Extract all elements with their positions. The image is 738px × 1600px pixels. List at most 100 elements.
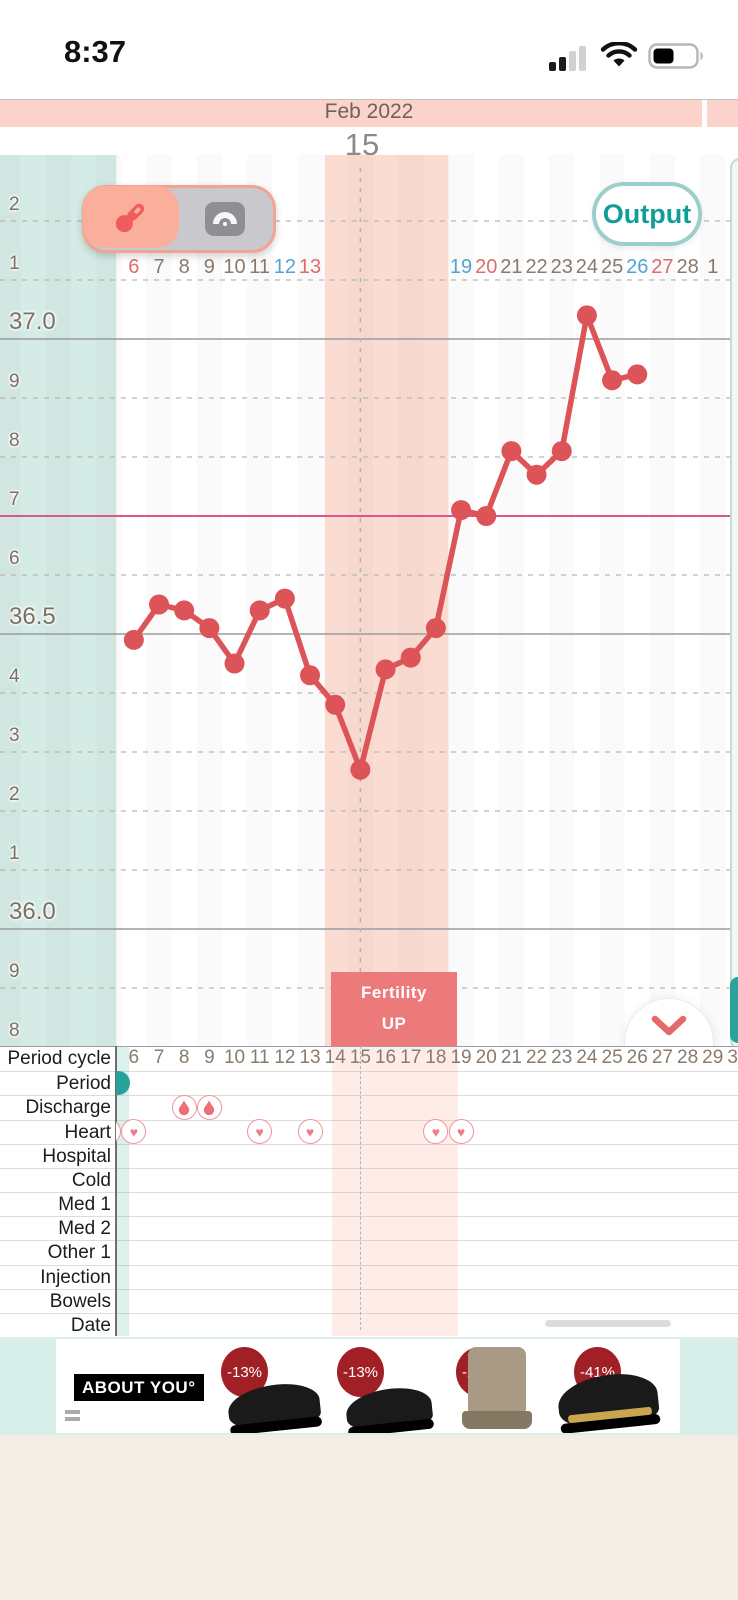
- table-row-med-2: Med 2: [0, 1216, 738, 1242]
- date-day-12[interactable]: 12: [273, 256, 296, 278]
- output-button-label: Output: [602, 198, 692, 229]
- cycle-day-26: 26: [626, 1047, 648, 1068]
- row-label: Heart: [64, 1121, 111, 1143]
- cycle-day-6: 6: [128, 1047, 140, 1068]
- y-axis-label-8: 8: [9, 430, 20, 451]
- table-period-band: [116, 1046, 129, 1336]
- heart-icon: ♥: [297, 1119, 323, 1144]
- status-time: 8:37: [63, 34, 127, 69]
- cycle-day-21: 21: [500, 1047, 522, 1068]
- table-label-divider: [115, 1046, 117, 1336]
- toggle-option-temperature[interactable]: [83, 186, 179, 248]
- date-day-7[interactable]: 7: [146, 256, 172, 279]
- table-row-bowels: Bowels: [0, 1288, 738, 1314]
- date-day-24[interactable]: 24: [575, 256, 599, 278]
- fertility-line2: UP: [381, 1014, 407, 1033]
- droplet-icon: [204, 1100, 215, 1115]
- cycle-day-10: 10: [223, 1047, 246, 1068]
- date-scrollbar[interactable]: [545, 1319, 671, 1327]
- y-axis-label-37.0: 37.0: [9, 308, 56, 335]
- heart-icon: ♥: [121, 1119, 147, 1144]
- date-day-11[interactable]: 11: [247, 256, 273, 279]
- cycle-day-7: 7: [153, 1047, 165, 1068]
- ad-menu-icon: [65, 1417, 80, 1421]
- row-label: Other 1: [47, 1242, 111, 1264]
- heart-icon: ♥: [423, 1119, 449, 1144]
- cycle-day-28: 28: [677, 1047, 699, 1068]
- y-axis-label-9: 9: [9, 961, 20, 982]
- date-day-25[interactable]: 25: [599, 256, 625, 279]
- bbt-chart: [0, 155, 738, 1047]
- y-axis-label-1: 1: [9, 253, 20, 274]
- weight-scale-icon[interactable]: [203, 200, 247, 238]
- y-axis-label-7: 7: [9, 489, 20, 510]
- table-row-period-cycle: Period cycle: [0, 1047, 738, 1072]
- output-button[interactable]: Output: [592, 182, 702, 246]
- period-bar-end: [116, 1070, 130, 1095]
- temperature-weight-toggle[interactable]: [82, 185, 276, 253]
- row-label: Med 1: [58, 1194, 111, 1215]
- row-label: Med 2: [58, 1218, 111, 1240]
- y-axis-label-9: 9: [9, 371, 20, 392]
- side-teal-button[interactable]: [730, 977, 738, 1043]
- chevron-down-icon: [651, 1015, 687, 1036]
- wifi-icon: [600, 42, 638, 67]
- cycle-day-11: 11: [249, 1047, 270, 1068]
- y-axis-label-6: 6: [9, 548, 20, 569]
- droplet-icon: [196, 1094, 222, 1120]
- row-label: Date: [70, 1314, 111, 1336]
- date-day-23[interactable]: 23: [549, 256, 575, 279]
- date-day-1[interactable]: 1: [700, 256, 726, 279]
- row-label: Bowels: [49, 1290, 111, 1312]
- next-cycle-page-edge[interactable]: [730, 158, 738, 1050]
- table-fertile-band: [332, 1046, 458, 1336]
- y-axis-label-36.0: 36.0: [9, 898, 56, 925]
- date-day-9[interactable]: 9: [196, 256, 222, 279]
- cellular-signal-icon: [549, 46, 586, 71]
- cycle-day-22: 22: [525, 1047, 548, 1068]
- row-label: Hospital: [42, 1145, 111, 1167]
- row-label: Period: [56, 1073, 111, 1095]
- ad-brand-logo: ABOUT YOU°: [74, 1374, 204, 1401]
- date-day-13[interactable]: 13: [297, 256, 323, 279]
- y-axis-label-8: 8: [9, 1020, 20, 1041]
- table-cursor-line: [360, 1046, 362, 1330]
- droplet-icon: [171, 1094, 197, 1120]
- cycle-day-9: 9: [204, 1047, 215, 1068]
- date-day-19[interactable]: 19: [448, 256, 474, 279]
- row-label: Period cycle: [7, 1048, 112, 1069]
- heart-icon: ♥: [448, 1119, 474, 1144]
- month-page-gap: [702, 100, 707, 127]
- cycle-day-14: 14: [324, 1047, 346, 1068]
- product-taupe-boot: [468, 1347, 526, 1413]
- y-axis-label-2: 2: [9, 784, 20, 805]
- cycle-day-13: 13: [299, 1047, 321, 1068]
- cycle-day-30: 30: [727, 1047, 738, 1068]
- month-title: Feb 2022: [324, 100, 414, 123]
- cycle-day-12: 12: [274, 1047, 296, 1068]
- ad-banner[interactable]: ABOUT YOU° -13%-13%-25%-41%: [56, 1339, 680, 1433]
- y-axis-label-36.5: 36.5: [9, 603, 56, 630]
- y-axis-label-4: 4: [9, 666, 20, 687]
- table-row-other-1: Other 1: [0, 1240, 738, 1266]
- date-day-28[interactable]: 28: [676, 256, 699, 278]
- date-day-10[interactable]: 10: [223, 256, 246, 278]
- table-row-injection: Injection: [0, 1264, 738, 1290]
- cycle-day-20: 20: [475, 1047, 497, 1068]
- date-day-27[interactable]: 27: [649, 256, 675, 279]
- date-day-20[interactable]: 20: [475, 256, 498, 278]
- date-day-8[interactable]: 8: [178, 256, 190, 278]
- fertility-line1: Fertility: [361, 983, 427, 1002]
- month-header-bar: [0, 99, 738, 128]
- droplet-icon: [178, 1100, 190, 1115]
- cycle-day-27: 27: [651, 1047, 673, 1068]
- date-day-21[interactable]: 21: [498, 256, 524, 279]
- table-row-discharge: Discharge: [0, 1095, 738, 1121]
- date-day-6[interactable]: 6: [128, 256, 140, 278]
- date-day-22[interactable]: 22: [525, 256, 548, 278]
- cycle-day-17: 17: [400, 1047, 422, 1068]
- y-axis-label-1: 1: [9, 843, 20, 864]
- cycle-day-8: 8: [178, 1047, 190, 1068]
- date-day-26[interactable]: 26: [626, 256, 649, 278]
